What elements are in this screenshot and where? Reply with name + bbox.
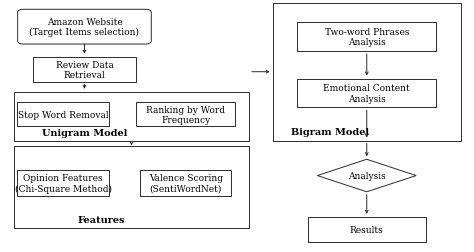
FancyBboxPatch shape [18,170,109,196]
FancyBboxPatch shape [136,103,235,127]
FancyBboxPatch shape [273,4,461,141]
Text: Amazon Website
(Target Items selection): Amazon Website (Target Items selection) [29,18,139,37]
FancyBboxPatch shape [297,79,436,108]
FancyBboxPatch shape [308,217,426,242]
FancyBboxPatch shape [18,103,109,127]
Text: Emotional Content
Analysis: Emotional Content Analysis [323,84,410,103]
Polygon shape [318,160,416,192]
Text: Stop Word Removal: Stop Word Removal [18,110,109,119]
FancyBboxPatch shape [14,146,249,228]
Text: Valence Scoring
(SentiWordNet): Valence Scoring (SentiWordNet) [149,174,223,193]
Text: Features: Features [77,215,125,225]
Text: Unigram Model: Unigram Model [42,128,127,137]
FancyBboxPatch shape [18,10,151,45]
Text: Review Data
Retrieval: Review Data Retrieval [55,60,113,80]
Text: Opinion Features
(Chi-Square Method): Opinion Features (Chi-Square Method) [15,174,112,193]
FancyBboxPatch shape [33,57,136,82]
FancyBboxPatch shape [140,170,231,196]
Text: Ranking by Word
Frequency: Ranking by Word Frequency [146,105,225,124]
FancyBboxPatch shape [297,23,436,52]
Text: Bigram Model: Bigram Model [292,128,370,137]
Text: Results: Results [350,225,383,234]
Text: Two-word Phrases
Analysis: Two-word Phrases Analysis [325,28,409,47]
Text: Analysis: Analysis [348,171,386,180]
FancyBboxPatch shape [14,92,249,141]
